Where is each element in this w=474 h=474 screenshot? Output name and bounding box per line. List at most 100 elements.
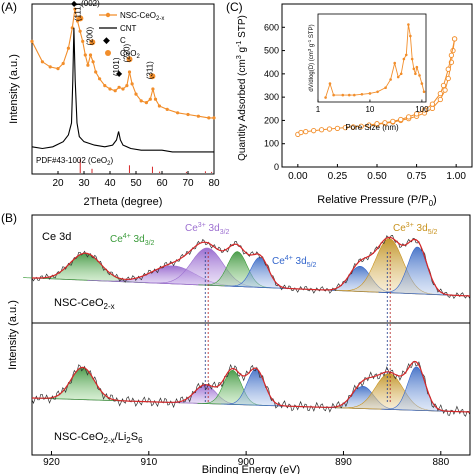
peak-label: (101) — [112, 57, 121, 76]
series-nsc-point — [144, 101, 148, 105]
pore-distribution-point — [412, 67, 416, 71]
pore-distribution-point — [393, 61, 397, 65]
isotherm-adsorption-point — [311, 128, 317, 134]
series-nsc-point — [139, 99, 143, 103]
xps-subpanel-nsc — [23, 235, 471, 300]
xps-x-ticks: 920 910 900 890 880 — [43, 451, 450, 468]
x-tick-label: 40 — [104, 178, 116, 189]
ce3d-label: Ce 3d — [42, 231, 71, 243]
series-nsc-point — [151, 87, 155, 91]
x-tick-label: 80 — [208, 178, 220, 189]
xps-shift-guides — [204, 252, 391, 402]
isotherm-adsorption-point — [429, 105, 436, 111]
inset-x-tick-label: 10 — [365, 105, 374, 114]
series-nsc-point — [165, 107, 169, 111]
x-tick-label: 890 — [335, 457, 352, 468]
ceo2-marker — [89, 39, 96, 46]
isotherm-adsorption-point — [318, 127, 325, 133]
pore-distribution-point — [341, 93, 345, 97]
series-nsc-point — [91, 60, 95, 64]
series-nsc-point — [94, 70, 98, 74]
pore-distribution-point — [415, 65, 419, 69]
pore-distribution-point — [384, 86, 387, 89]
x-tick-label: 20 — [52, 178, 64, 189]
svg-text:NSC-CeO2-x: NSC-CeO2-x — [120, 11, 164, 22]
isotherm-adsorption-point — [326, 126, 333, 132]
pore-distribution-point — [399, 72, 403, 76]
isotherm-desorption-point — [445, 66, 451, 72]
bet-series — [295, 36, 458, 138]
isotherm-desorption-point — [398, 116, 404, 123]
isotherm-adsorption-point — [437, 96, 443, 103]
svg-text:CNT: CNT — [120, 24, 137, 33]
isotherm-desorption-point — [448, 52, 455, 58]
series-nsc-point — [61, 61, 65, 66]
x-tick-label: 0.25 — [328, 171, 348, 182]
inset-x-tick-label: 1 — [316, 105, 321, 114]
ce4-3d32-label: Ce4+ 3d3/2 — [110, 233, 155, 247]
bet-x-axis-label: Relative Pressure (P/P0) — [317, 194, 436, 208]
series-nsc-point — [48, 65, 52, 69]
series-nsc-point — [207, 116, 211, 120]
peak-label: (311) — [145, 61, 154, 79]
pore-distribution-point — [353, 93, 356, 97]
legend-item-c: ◆ C — [103, 35, 126, 45]
xrd-legend: NSC-CeO2-x CNT ◆ C CeO2 — [99, 11, 164, 60]
inset-y-axis-label: dV/dlog(D) (cm3 g-1 STP) — [307, 24, 315, 91]
series-nsc-point — [196, 114, 200, 118]
series-nsc-point — [113, 89, 117, 93]
bet-y-axis-label: Quantity Adsorbed (cm3 g-1 STP) — [236, 15, 248, 161]
inset-x-ticks: 1 10 100 — [316, 99, 429, 114]
series-nsc-point — [73, 7, 77, 11]
series-nsc-point — [130, 82, 134, 86]
series-nsc-point — [176, 111, 180, 115]
x-tick-label: 900 — [238, 457, 255, 468]
xrd-chart: ◆ (002)(111)(200)◆(101)(220)(311) 20 30 40 5… — [8, 0, 220, 208]
peak-markers: ◆ (002)(111)(200)◆(101)(220)(311) — [71, 0, 156, 79]
y-tick-label: 500 — [264, 46, 279, 56]
isotherm-desorption-point — [421, 107, 428, 113]
reference-label: PDF#43-1002 (CeO2) — [36, 156, 114, 167]
panel-label-a: (A) — [1, 0, 17, 14]
x-tick-label: 1.00 — [446, 171, 466, 182]
series-nsc-point — [117, 85, 121, 89]
xrd-x-ticks: 20 30 40 50 60 70 80 — [52, 171, 220, 189]
y-tick-label: 400 — [264, 69, 279, 79]
pore-distribution-point — [376, 90, 379, 94]
series-nsc-point — [56, 67, 60, 71]
inset-frame — [317, 13, 427, 103]
pore-distribution-point — [389, 78, 392, 81]
isotherm-desorption-point — [413, 111, 420, 117]
svg-text:CeO2: CeO2 — [120, 49, 140, 60]
y-tick-label: 600 — [264, 22, 279, 32]
bet-x-ticks: 0.00 0.25 0.50 0.75 1.00 — [288, 164, 466, 182]
isotherm-desorption-point — [440, 82, 447, 89]
pore-distribution-point — [410, 57, 414, 61]
y-tick-label: 200 — [264, 115, 279, 125]
xrd-plot-frame — [31, 3, 215, 175]
fit-peak — [35, 367, 130, 402]
series-nsc-point — [127, 70, 132, 74]
ce3-3d52-label: Ce3+ 3d5/2 — [393, 222, 438, 236]
ce4-3d52-label: Ce4+ 3d5/2 — [272, 255, 317, 269]
x-tick-label: 0.00 — [288, 171, 308, 182]
series-nsc-point — [30, 39, 34, 44]
series-nsc-point — [70, 26, 74, 30]
series-nsc-point — [134, 92, 138, 96]
x-tick-label: 920 — [43, 457, 60, 468]
y-tick-label: 100 — [264, 139, 279, 149]
isotherm-desorption-point — [437, 91, 443, 97]
inset-x-tick-label: 100 — [415, 105, 429, 114]
reference-pattern — [79, 159, 213, 173]
peak-label: (220) — [123, 44, 132, 63]
ceo2-marker — [77, 15, 84, 22]
xps-plot-frame — [31, 214, 471, 456]
raw-spectrum-line — [31, 235, 471, 300]
isotherm-adsorption-point — [342, 124, 348, 131]
xps-y-axis-label: Intensity (a.u.) — [7, 300, 19, 370]
peak-label: (002) — [81, 0, 100, 8]
inset-x-axis-label: Pore Size (nm) — [345, 123, 399, 132]
y-tick-label: 0 — [274, 162, 279, 172]
pore-distribution-point — [368, 92, 372, 95]
legend-item-nsc: NSC-CeO2-x — [99, 11, 164, 22]
